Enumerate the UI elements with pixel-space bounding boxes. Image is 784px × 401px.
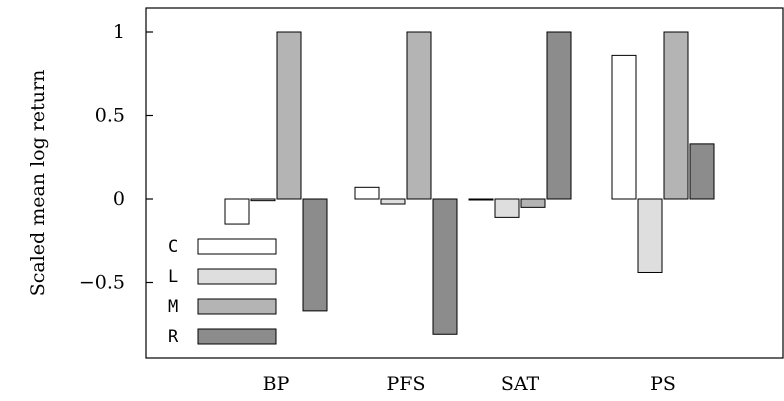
- bar-sat-l: [494, 198, 520, 218]
- legend-swatch: [197, 238, 277, 255]
- legend-label: R: [168, 327, 179, 347]
- bar-sat-m: [520, 198, 546, 208]
- bar-pfs-c: [354, 186, 380, 200]
- y-tick-label: −0.5: [79, 272, 125, 294]
- bar-pfs-r: [432, 198, 458, 335]
- bar-bp-c: [224, 198, 250, 225]
- bar-bp-r: [302, 198, 328, 312]
- bars: [224, 31, 715, 335]
- x-category-label: PFS: [387, 373, 426, 395]
- bar-bp-m: [276, 31, 302, 200]
- legend-swatch: [197, 328, 277, 345]
- legend-label: L: [168, 267, 178, 287]
- legend-swatch: [197, 298, 277, 315]
- bar-ps-m: [663, 31, 689, 200]
- y-axis-title: Scaled mean log return: [27, 70, 49, 297]
- bar-sat-c: [468, 198, 494, 201]
- x-category-label: PS: [650, 373, 676, 395]
- y-tick-label: 0: [113, 188, 125, 210]
- x-category-label: SAT: [501, 373, 540, 395]
- y-tick-label: 0.5: [95, 105, 125, 127]
- bar-pfs-l: [380, 198, 406, 205]
- legend-label: M: [168, 297, 178, 317]
- legend-swatch: [197, 268, 277, 285]
- bar-pfs-m: [406, 31, 432, 200]
- bar-bp-l: [250, 198, 276, 202]
- y-axis-ticks: 1 0.5 0 −0.5: [79, 21, 153, 294]
- bar-sat-r: [546, 31, 572, 200]
- x-category-label: BP: [263, 373, 290, 395]
- bar-ps-r: [689, 143, 715, 200]
- bar-ps-c: [611, 54, 637, 200]
- bar-ps-l: [637, 198, 663, 273]
- legend-label: C: [168, 237, 178, 257]
- x-axis-category-labels: BP PFS SAT PS: [263, 373, 676, 395]
- plot-frame: [145, 7, 784, 359]
- y-tick-label: 1: [113, 21, 125, 43]
